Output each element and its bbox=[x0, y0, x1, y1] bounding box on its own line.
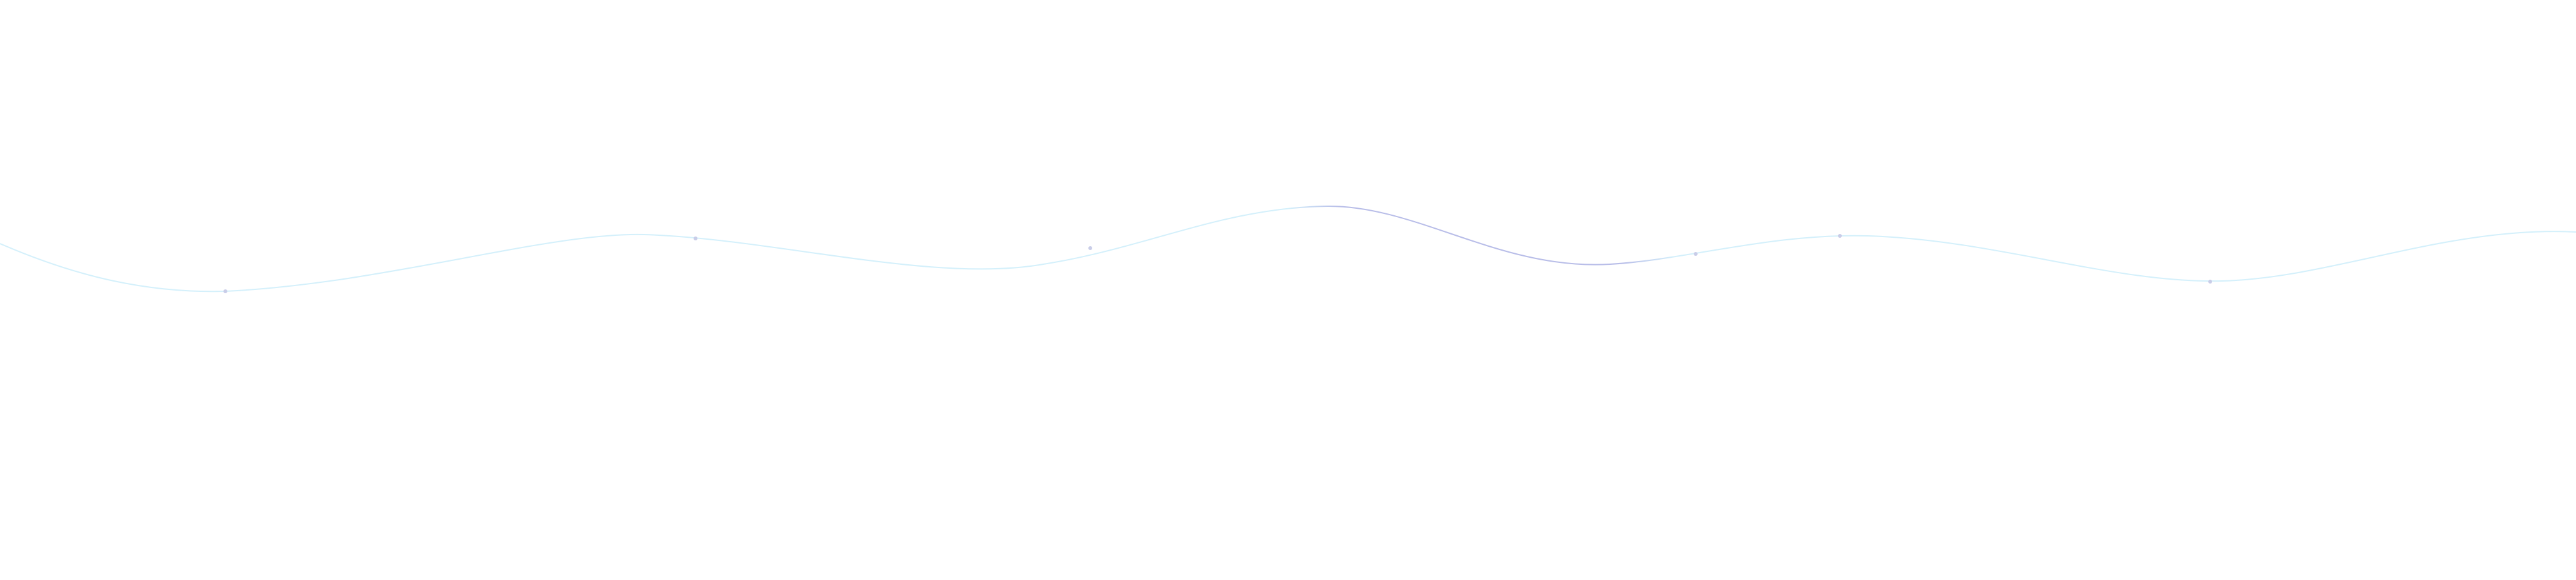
wave-marker bbox=[1838, 234, 1842, 238]
wave-line bbox=[0, 205, 2576, 293]
wave-marker bbox=[223, 289, 227, 293]
wave-marker bbox=[2208, 280, 2212, 284]
wave-marker bbox=[694, 237, 697, 240]
wave-marker bbox=[1694, 252, 1698, 256]
wave-marker bbox=[1088, 246, 1092, 250]
